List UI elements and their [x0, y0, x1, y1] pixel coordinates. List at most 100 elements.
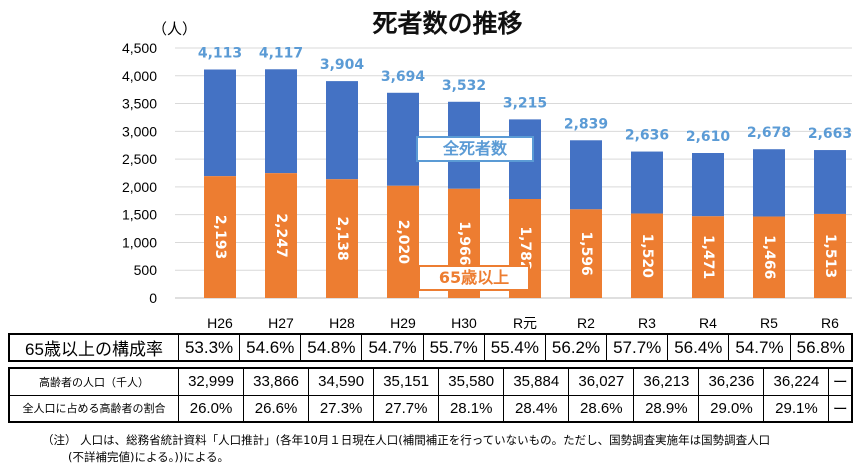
note-line2: (不詳補完値)による。))による。 — [68, 450, 230, 464]
data-label-65plus: 1,513 — [822, 234, 838, 278]
data-label-total: 3,694 — [381, 69, 426, 85]
bar-total — [204, 69, 236, 177]
bar-total — [265, 69, 297, 174]
chart-title: 死者数の推移 — [372, 9, 523, 38]
data-label-65plus: 1,520 — [639, 234, 655, 279]
bar-total — [814, 150, 846, 214]
table-cell: ー — [828, 394, 853, 423]
legend-total: 全死者数 — [416, 136, 534, 162]
bar-65plus — [692, 216, 724, 298]
table-cell: 56.4% — [667, 333, 730, 362]
table-cell: 54.7% — [728, 333, 791, 362]
bar-total — [631, 151, 663, 214]
y-tick-label: 500 — [134, 262, 158, 278]
table-cell: 34,590 — [308, 367, 375, 396]
data-label-65plus: 2,138 — [334, 216, 350, 260]
data-label-total: 3,904 — [320, 57, 365, 73]
bar-total — [387, 92, 419, 186]
bar-total — [570, 140, 602, 210]
table-cell: 33,866 — [243, 367, 310, 396]
table-cell: 36,224 — [763, 367, 830, 396]
data-label-65plus: 1,966 — [456, 221, 472, 265]
legend-65plus: 65歳以上 — [418, 265, 530, 291]
y-axis-unit: （人） — [152, 20, 198, 38]
bar-65plus — [204, 176, 236, 298]
x-tick-label: R5 — [760, 315, 778, 330]
data-label-total: 4,113 — [198, 46, 242, 62]
bar-total — [326, 81, 358, 180]
table-cell: 57.7% — [606, 333, 669, 362]
x-tick-label: R2 — [577, 315, 595, 330]
data-label-total: 2,663 — [808, 126, 852, 142]
x-tick-label: H29 — [390, 315, 416, 330]
data-label-65plus: 1,782 — [517, 226, 533, 270]
y-tick-label: 1,000 — [122, 234, 157, 250]
data-label-total: 3,215 — [503, 95, 547, 111]
x-tick-label: H30 — [451, 315, 477, 330]
bar-total — [753, 149, 785, 217]
y-tick-label: 0 — [149, 290, 157, 306]
data-label-total: 2,636 — [625, 128, 669, 144]
x-tick-label: R6 — [821, 315, 839, 330]
y-tick-label: 2,000 — [122, 179, 157, 195]
table-cell: 28.1% — [438, 394, 505, 423]
table-cell: 54.8% — [300, 333, 363, 362]
data-label-total: 4,117 — [259, 45, 303, 61]
table-cell: 53.3% — [177, 333, 241, 362]
y-tick-label: 2,500 — [122, 151, 157, 167]
data-label-65plus: 2,193 — [212, 215, 228, 259]
y-tick-label: 4,000 — [122, 68, 157, 84]
bar-65plus — [631, 213, 663, 298]
x-tick-label: R元 — [513, 315, 537, 330]
table-cell: 54.7% — [361, 333, 424, 362]
y-tick-label: 1,500 — [122, 207, 157, 223]
table-cell: 27.3% — [308, 394, 375, 423]
x-tick-label: R3 — [638, 315, 656, 330]
table-cell: 35,580 — [438, 367, 505, 396]
x-tick-label: H28 — [329, 315, 355, 330]
bar-65plus — [814, 213, 846, 298]
table-cell: 28.4% — [503, 394, 570, 423]
table-cell: 35,151 — [373, 367, 440, 396]
x-tick-label: R4 — [699, 315, 717, 330]
bar-65plus — [753, 216, 785, 298]
table-cell: 28.6% — [568, 394, 635, 423]
table-cell: 56.2% — [544, 333, 608, 362]
data-label-total: 2,678 — [747, 125, 791, 141]
table-cell: ー — [828, 367, 853, 396]
data-label-65plus: 2,020 — [395, 220, 411, 265]
table-cell: 56.8% — [789, 333, 853, 362]
data-label-total: 2,610 — [686, 129, 731, 145]
table-cell: 27.7% — [373, 394, 440, 423]
table-cell: 26.6% — [243, 394, 310, 423]
elderly-table: 高齢者の人口（千人） 32,999 33,866 34,590 35,151 35,580… — [8, 367, 853, 423]
bar-65plus — [265, 173, 297, 298]
bar-65plus — [387, 185, 419, 298]
bar-65plus — [570, 209, 602, 298]
table-cell: 26.0% — [177, 394, 245, 423]
note-line1: （注） 人口は、総務省統計資料「人口推計」(各年10月１日現在人口(補間補正を行… — [42, 433, 771, 447]
table-cell: 54.6% — [239, 333, 302, 362]
table-cell: 28.9% — [633, 394, 700, 423]
data-label-total: 2,839 — [564, 116, 608, 132]
table-cell: 35,884 — [503, 367, 570, 396]
data-label-65plus: 1,596 — [578, 232, 594, 276]
bar-65plus — [326, 179, 358, 298]
data-label-65plus: 2,247 — [273, 213, 289, 257]
row-label: 65歳以上の構成率 — [8, 333, 179, 362]
y-tick-label: 4,500 — [122, 40, 157, 56]
x-tick-label: H27 — [268, 315, 294, 330]
table-cell: 29.1% — [763, 394, 830, 423]
table-cell: 36,213 — [633, 367, 700, 396]
ratio-table: 65歳以上の構成率 53.3% 54.6% 54.8% 54.7% 55.7% 55.4% 5… — [8, 333, 853, 362]
x-tick-label: H26 — [207, 315, 233, 330]
data-label-total: 3,532 — [442, 78, 486, 94]
row-label: 高齢者の人口（千人） — [8, 367, 179, 396]
table-cell: 32,999 — [177, 367, 245, 396]
table-cell: 55.4% — [483, 333, 546, 362]
table-cell: 36,027 — [568, 367, 635, 396]
table-cell: 36,236 — [698, 367, 765, 396]
data-label-65plus: 1,466 — [761, 235, 777, 279]
data-label-65plus: 1,471 — [700, 235, 716, 279]
